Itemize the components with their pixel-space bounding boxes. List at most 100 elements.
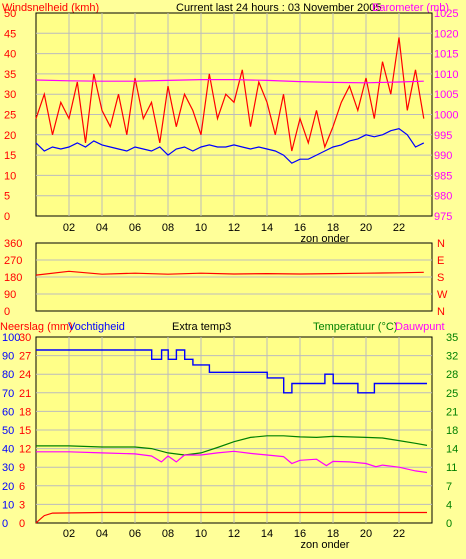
x-tick-label: 20 <box>360 222 372 234</box>
rain-tick-label: 24 <box>19 369 31 381</box>
humidity-tick-label: 20 <box>2 481 14 493</box>
wind-tick-label: 25 <box>4 110 16 122</box>
temperature-tick-label: 0 <box>446 518 452 530</box>
rain-tick-label: 21 <box>19 388 31 400</box>
barometer-axis-title: Barometer (mb) <box>372 2 450 14</box>
humidity-tick-label: 50 <box>2 425 14 437</box>
wind-tick-label: 30 <box>4 89 16 101</box>
humidity-series-line <box>36 349 427 394</box>
x-tick-label: 10 <box>195 528 207 540</box>
x-tick-label: 16 <box>294 222 306 234</box>
humidity-tick-label: 100 <box>2 332 20 344</box>
x-tick-label: 02 <box>63 222 75 234</box>
rain-tick-label: 0 <box>19 518 25 530</box>
dewpoint-series-line <box>36 450 428 474</box>
x-tick-label: 20 <box>360 528 372 540</box>
barometer-tick-label: 985 <box>434 170 452 182</box>
barometer-tick-label: 1025 <box>434 8 458 20</box>
humidity-tick-label: 40 <box>2 444 14 456</box>
x-tick-label: 04 <box>96 528 108 540</box>
temperature-tick-label: 32 <box>446 351 458 363</box>
temperature-tick-label: 18 <box>446 425 458 437</box>
x-tick-label: 08 <box>162 222 174 234</box>
rain-tick-label: 9 <box>19 462 25 474</box>
x-tick-label: 04 <box>96 222 108 234</box>
x-tick-label: 22 <box>393 528 405 540</box>
barometer-tick-label: 1015 <box>434 49 458 61</box>
humidity-tick-label: 0 <box>2 518 8 530</box>
x-tick-label: 08 <box>162 528 174 540</box>
x-tick-label: 18 <box>327 222 339 234</box>
temperature-tick-label: 14 <box>446 444 458 456</box>
compass-tick-label: S <box>437 272 444 284</box>
x-tick-label: 14 <box>261 222 273 234</box>
rain-tick-label: 15 <box>19 425 31 437</box>
x-tick-label: 10 <box>195 222 207 234</box>
direction-tick-label: 180 <box>4 272 22 284</box>
direction-series-line <box>35 270 424 276</box>
rain-tick-label: 12 <box>19 444 31 456</box>
humidity-tick-label: 60 <box>2 406 14 418</box>
barometer-tick-label: 975 <box>434 211 452 223</box>
barometer-tick-label: 1010 <box>434 69 458 81</box>
humidity-tick-label: 90 <box>2 351 14 363</box>
barometer-tick-label: 1000 <box>434 110 458 122</box>
compass-tick-label: E <box>437 255 444 267</box>
rain-tick-label: 3 <box>19 499 25 511</box>
x-tick-label: 12 <box>228 222 240 234</box>
wind-tick-label: 45 <box>4 28 16 40</box>
rain-tick-label: 27 <box>19 351 31 363</box>
compass-tick-label: N <box>437 306 445 318</box>
temperature-tick-label: 25 <box>446 388 458 400</box>
temperature-tick-label: 21 <box>446 406 458 418</box>
x-tick-label: 16 <box>294 528 306 540</box>
x-tick-label: 22 <box>393 222 405 234</box>
rain-tick-label: 30 <box>19 332 31 344</box>
x-tick-label: 02 <box>63 528 75 540</box>
wind-axis-title: Windsnelheid (kmh) <box>2 2 100 14</box>
wind-tick-label: 50 <box>4 8 16 20</box>
humidity-axis-title: Vochtigheid <box>68 321 125 333</box>
temperature-tick-label: 4 <box>446 499 452 511</box>
temperature-tick-label: 7 <box>446 481 452 493</box>
compass-tick-label: W <box>437 289 448 301</box>
temperature-axis-title: Temperatuur (°C) <box>313 321 398 333</box>
gust-series-line <box>35 128 425 164</box>
rain-series-line <box>35 511 427 524</box>
wind-tick-label: 20 <box>4 130 16 142</box>
x-tick-label: 12 <box>228 528 240 540</box>
wind-tick-label: 10 <box>4 170 16 182</box>
rain-axis-title: Neerslag (mm) <box>0 321 73 333</box>
humidity-tick-label: 70 <box>2 388 14 400</box>
direction-tick-label: 0 <box>4 306 10 318</box>
barometer-tick-label: 980 <box>434 191 452 203</box>
wind-tick-label: 5 <box>4 191 10 203</box>
sunset-label: zon onder <box>301 539 350 551</box>
direction-tick-label: 90 <box>4 289 16 301</box>
chart-title: Current last 24 hours : 03 November 2005 <box>176 2 382 14</box>
direction-tick-label: 270 <box>4 255 22 267</box>
wind-tick-label: 0 <box>4 211 10 223</box>
wind-series-line <box>35 37 425 152</box>
sunset-label: zon onder <box>301 233 350 245</box>
rain-tick-label: 6 <box>19 481 25 493</box>
barometer-tick-label: 1005 <box>434 89 458 101</box>
x-tick-label: 06 <box>129 222 141 234</box>
barometer-tick-label: 1020 <box>434 28 458 40</box>
barometer-tick-label: 990 <box>434 150 452 162</box>
humidity-tick-label: 10 <box>2 499 14 511</box>
wind-tick-label: 40 <box>4 49 16 61</box>
humidity-tick-label: 80 <box>2 369 14 381</box>
direction-tick-label: 360 <box>4 238 22 250</box>
temperature-tick-label: 28 <box>446 369 458 381</box>
wind-tick-label: 35 <box>4 69 16 81</box>
barometer-tick-label: 995 <box>434 130 452 142</box>
compass-tick-label: N <box>437 238 445 250</box>
temperature-tick-label: 35 <box>446 332 458 344</box>
wind-tick-label: 15 <box>4 150 16 162</box>
x-tick-label: 06 <box>129 528 141 540</box>
rain-tick-label: 18 <box>19 406 31 418</box>
temperature-series-line <box>36 435 428 456</box>
